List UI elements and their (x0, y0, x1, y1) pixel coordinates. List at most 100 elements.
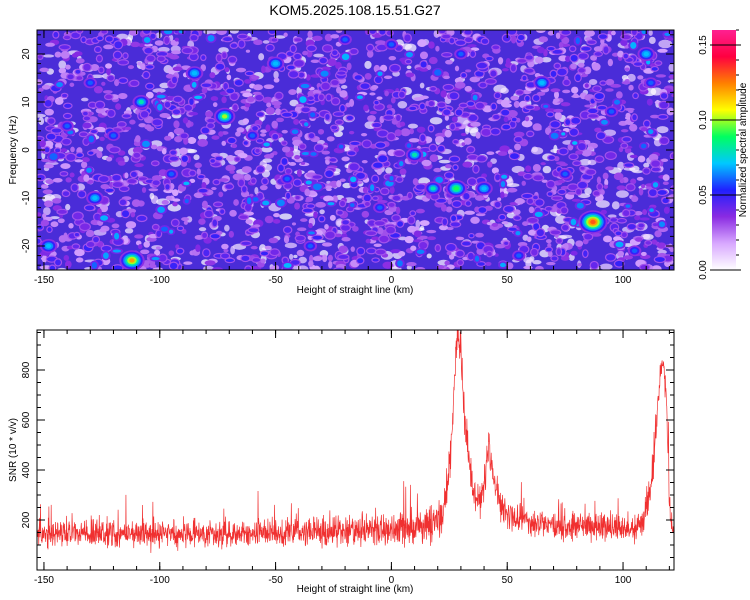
heatmap-cell (76, 153, 83, 158)
heatmap-cell (75, 58, 85, 64)
heatmap-cell (440, 204, 447, 212)
heatmap-cell (255, 148, 260, 153)
heatmap-cell (226, 155, 235, 162)
heatmap-cell (497, 57, 504, 65)
heatmap-cell (443, 75, 450, 80)
heatmap-cell (522, 193, 533, 199)
heatmap-cell (144, 47, 153, 54)
heatmap-cell (420, 134, 426, 142)
heatmap-cell (79, 132, 88, 137)
heatmap-cell (671, 93, 674, 98)
heatmap-cell (570, 54, 578, 62)
heatmap-cell (260, 133, 267, 137)
heatmap-cell (340, 105, 345, 112)
heatmap-cell (305, 180, 312, 185)
heatmap-cell (360, 132, 368, 137)
heatmap-cell (648, 153, 659, 162)
heatmap-cell (524, 68, 534, 73)
heatmap-cell (140, 111, 149, 118)
heatmap-cell (406, 265, 412, 270)
heatmap-cell (528, 206, 535, 214)
heatmap-cell (651, 67, 658, 71)
heatmap-cell (282, 257, 288, 263)
heatmap-cell (253, 39, 263, 46)
heatmap-cell (370, 184, 375, 192)
heatmap-cell (253, 224, 261, 228)
heatmap-cell (552, 49, 563, 54)
heatmap-cell (210, 159, 215, 163)
heatmap-cell (310, 59, 320, 64)
heatmap-cell (554, 63, 560, 69)
heatmap-cell (76, 76, 83, 80)
heatmap-cell (588, 78, 598, 86)
heatmap-cell (633, 93, 638, 98)
heatmap-cell (155, 32, 163, 39)
heatmap-cell (70, 146, 75, 153)
heatmap-cell (552, 196, 562, 200)
heatmap-cell (183, 261, 193, 265)
heatmap-cell (93, 85, 103, 94)
heatmap-cell (339, 178, 346, 182)
heatmap-cell (271, 101, 282, 106)
heatmap-cell (550, 230, 561, 235)
heatmap-cell (367, 115, 376, 122)
heatmap-cell (101, 30, 107, 34)
heatmap-cell (559, 148, 568, 155)
heatmap-cell (630, 41, 637, 49)
heatmap-cell (545, 239, 552, 244)
heatmap-cell (553, 98, 560, 102)
heatmap-cell (418, 235, 429, 240)
heatmap-cell (215, 156, 223, 161)
heatmap-cell (596, 176, 602, 184)
heatmap-cell (296, 169, 302, 177)
snr-panel: -150 -100 -50 0 50 100 200 400 600 800 Height of… (8, 329, 675, 595)
snr-x-tick-label: 50 (502, 575, 514, 586)
colorbar: 0.00 0.05 0.10 0.15 Normalized spectral amp… (698, 29, 749, 280)
heatmap-cell (524, 116, 530, 122)
heatmap-cell (197, 138, 209, 147)
heatmap-cell (636, 176, 644, 181)
heatmap-cell (468, 178, 477, 185)
heatmap-cell (69, 172, 75, 178)
heatmap-cell (598, 34, 608, 39)
heatmap-cell (228, 56, 237, 63)
heatmap-cell (181, 155, 188, 162)
heatmap-cell (228, 137, 236, 144)
heatmap-cell (244, 174, 252, 181)
heatmap-cell (607, 58, 614, 67)
heatmap-y-tick-label: -10 (21, 190, 32, 205)
heatmap-hotspot (590, 219, 596, 225)
heatmap-cell (490, 70, 497, 77)
heatmap-cell (183, 220, 188, 225)
snr-y-tick-label: 400 (21, 461, 32, 478)
heatmap-cell (341, 85, 348, 89)
heatmap-cell (558, 189, 566, 194)
heatmap-hotspot (458, 51, 464, 57)
heatmap-cell (654, 230, 662, 238)
heatmap-cell (551, 256, 558, 261)
heatmap-cell (444, 164, 452, 169)
heatmap-cell (626, 184, 635, 191)
heatmap-cell (437, 102, 446, 108)
heatmap-cell (290, 260, 300, 265)
heatmap-cell (613, 172, 624, 181)
heatmap-cell (99, 176, 109, 182)
heatmap-cell (649, 208, 654, 213)
heatmap-cell (465, 201, 471, 206)
heatmap-cell (99, 136, 105, 142)
heatmap-cell (504, 241, 509, 245)
heatmap-cell (143, 36, 151, 43)
heatmap-cell (497, 197, 502, 202)
heatmap-cell (459, 103, 468, 108)
heatmap-cell (429, 144, 437, 151)
heatmap-cell (67, 74, 74, 80)
heatmap-cell (419, 225, 425, 231)
heatmap-cell (595, 200, 610, 208)
heatmap-cell (317, 128, 325, 135)
heatmap-cell (617, 250, 625, 257)
heatmap-cell (379, 235, 389, 243)
heatmap-x-tick-label: -100 (150, 275, 170, 286)
heatmap-cell (533, 95, 540, 102)
heatmap-cell (396, 114, 401, 122)
heatmap-cell (522, 221, 529, 226)
